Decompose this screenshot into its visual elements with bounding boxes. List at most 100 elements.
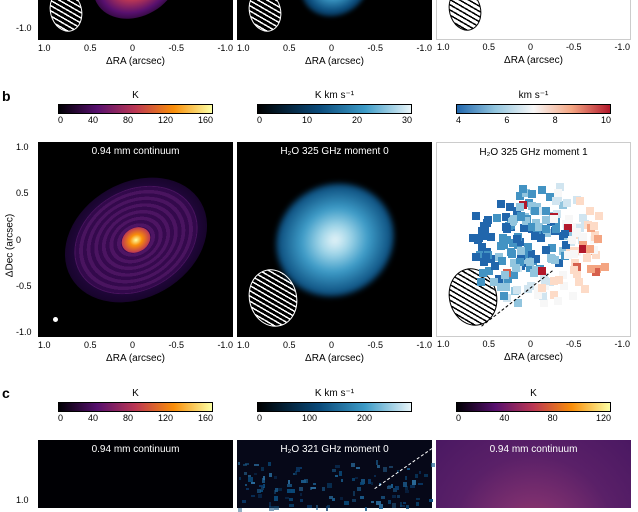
- velocity-pixel: [583, 254, 591, 262]
- velocity-pixel: [526, 258, 534, 266]
- velocity-pixel: [570, 266, 578, 274]
- noise-pixel: [274, 496, 278, 501]
- velocity-pixel: [498, 257, 506, 265]
- noise-pixel: [395, 486, 399, 490]
- beam-a1: [45, 0, 87, 35]
- velocity-pixel: [552, 197, 560, 205]
- velocity-pixel: [565, 215, 573, 223]
- noise-pixel: [289, 504, 294, 508]
- velocity-pixel: [506, 203, 514, 211]
- panel-a1: -0.5 -1.0 1.0 0.5 0 -0.5 -1.0 ΔRA (arcse…: [38, 0, 233, 40]
- velocity-pixel: [538, 284, 546, 292]
- cbar-b2-bar: [257, 104, 412, 114]
- noise-pixel: [289, 498, 293, 501]
- noise-pixel: [355, 477, 358, 479]
- noise-pixel: [295, 471, 297, 475]
- noise-pixel: [356, 467, 360, 470]
- velocity-pixel: [554, 189, 562, 197]
- noise-pixel: [251, 482, 256, 485]
- noise-pixel: [259, 485, 264, 487]
- noise-pixel: [254, 464, 258, 466]
- noise-pixel: [418, 483, 423, 485]
- noise-pixel: [376, 460, 379, 465]
- velocity-pixel: [502, 223, 510, 231]
- noise-pixel: [245, 463, 249, 466]
- velocity-pixel: [497, 200, 505, 208]
- noise-pixel: [371, 501, 373, 503]
- noise-pixel: [371, 482, 373, 485]
- row-a-panels: -0.5 -1.0 1.0 0.5 0 -0.5 -1.0 ΔRA (arcse…: [38, 0, 631, 40]
- velocity-pixel: [483, 219, 491, 227]
- velocity-pixel: [507, 248, 515, 256]
- noise-pixel: [300, 499, 304, 503]
- velocity-pixel: [538, 186, 546, 194]
- beam-a2: [244, 0, 286, 35]
- noise-pixel: [429, 499, 433, 501]
- cbar-c2-label: K km s⁻¹: [315, 388, 354, 399]
- panel-b1: 0.94 mm continuum 1.0 0.5 0 -0.5 -1.0 ΔD…: [38, 142, 233, 337]
- noise-pixel: [238, 462, 240, 464]
- panel-c3: 0.94 mm continuum: [436, 440, 631, 508]
- velocity-pixel: [499, 234, 507, 242]
- velocity-pixel: [586, 207, 594, 215]
- velocity-pixel: [569, 292, 577, 300]
- velocity-pixel: [552, 225, 560, 233]
- velocity-pixel: [554, 297, 562, 305]
- yticks-a1: -0.5 -1.0: [16, 0, 32, 33]
- cbar-b3-label: km s⁻¹: [519, 90, 549, 101]
- beam-b1: [53, 317, 58, 322]
- velocity-pixel: [478, 243, 486, 251]
- title-b1: 0.94 mm continuum: [92, 146, 180, 157]
- noise-pixel: [310, 487, 312, 489]
- panel-a2: 1.0 0.5 0 -0.5 -1.0 ΔRA (arcsec): [237, 0, 432, 40]
- noise-pixel: [246, 488, 249, 490]
- noise-pixel: [288, 480, 290, 483]
- panel-b2: H₂O 325 GHz moment 0 1.0 0.5 0 -0.5 -1.0…: [237, 142, 432, 337]
- noise-pixel: [287, 489, 291, 492]
- velocity-pixel: [513, 286, 521, 294]
- noise-pixel: [410, 485, 415, 487]
- noise-pixel: [300, 467, 302, 469]
- velocity-pixel: [555, 276, 563, 284]
- noise-pixel: [335, 465, 339, 468]
- noise-pixel: [381, 496, 385, 499]
- velocity-pixel: [550, 215, 558, 223]
- noise-pixel: [301, 480, 306, 483]
- cbar-c3-label: K: [530, 388, 537, 399]
- noise-pixel: [242, 500, 246, 503]
- panel-a3: 1.0 0.5 0 -0.5 -1.0 ΔRA (arcsec): [436, 0, 631, 40]
- panel-c1: 0.94 mm continuum 1.0: [38, 440, 233, 508]
- cbar-b1-bar: [58, 104, 213, 114]
- velocity-pixel: [479, 232, 487, 240]
- noise-pixel: [251, 495, 255, 497]
- label-b: b: [2, 88, 11, 104]
- velocity-pixel: [542, 246, 550, 254]
- noise-pixel: [392, 503, 397, 508]
- noise-pixel: [300, 493, 302, 496]
- velocity-pixel: [517, 213, 525, 221]
- noise-pixel: [344, 501, 349, 505]
- noise-pixel: [397, 495, 400, 498]
- cbar-c2-bar: [257, 402, 412, 412]
- noise-pixel: [416, 502, 420, 506]
- velocity-pixel: [516, 203, 524, 211]
- velocity-pixel: [528, 190, 536, 198]
- velocity-pixel: [530, 269, 538, 277]
- noise-pixel: [307, 505, 312, 508]
- noise-pixel: [379, 504, 382, 509]
- noise-pixel: [405, 476, 407, 480]
- cbar-b2-ticks: 0 10 20 30: [257, 115, 412, 125]
- xlabel-a2: ΔRA (arcsec): [305, 56, 364, 67]
- velocity-pixel: [479, 269, 487, 277]
- velocity-pixel: [477, 278, 485, 286]
- noise-pixel: [322, 487, 325, 492]
- cbar-b1-label: K: [132, 90, 139, 101]
- velocity-pixel: [487, 233, 495, 241]
- velocity-pixel: [564, 251, 572, 259]
- xticks-a2: 1.0 0.5 0 -0.5 -1.0: [237, 43, 432, 53]
- xlabel-b3: ΔRA (arcsec): [504, 352, 563, 363]
- velocity-pixel: [542, 216, 550, 224]
- title-b3: H₂O 325 GHz moment 1: [479, 147, 587, 158]
- velocity-pixel: [517, 247, 525, 255]
- velocity-pixel: [542, 225, 550, 233]
